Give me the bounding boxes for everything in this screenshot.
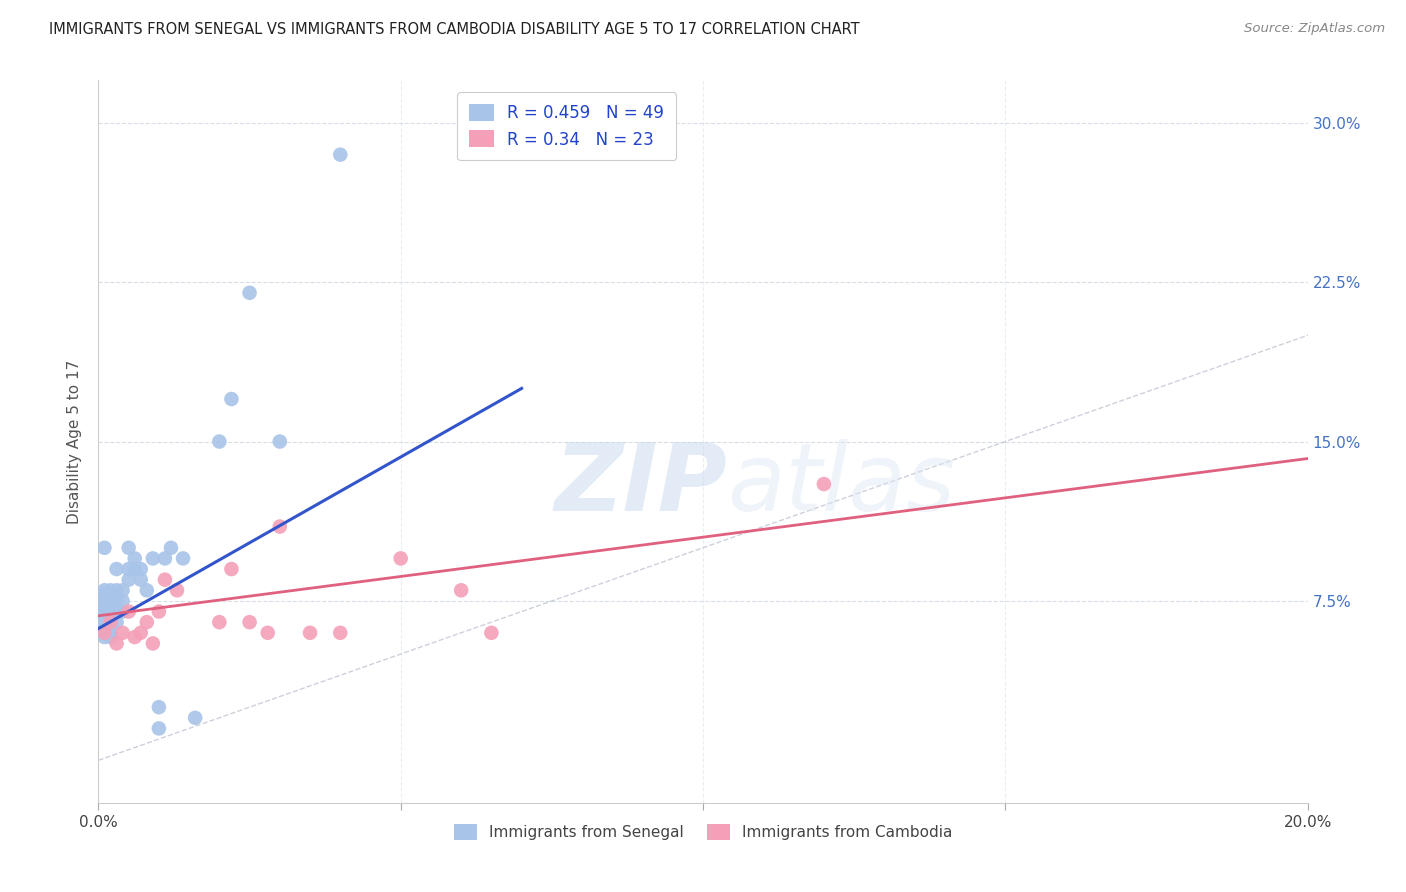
Point	[153, 573, 176, 587]
Point	[135, 615, 157, 630]
Point	[87, 600, 110, 615]
Point	[93, 630, 115, 644]
Point	[142, 636, 165, 650]
Point	[299, 625, 322, 640]
Point	[239, 285, 262, 300]
Point	[93, 625, 115, 640]
Y-axis label: Disability Age 5 to 17: Disability Age 5 to 17	[67, 359, 83, 524]
Text: atlas: atlas	[727, 440, 956, 531]
Point	[813, 477, 835, 491]
Point	[208, 615, 231, 630]
Point	[221, 392, 243, 406]
Point	[111, 594, 134, 608]
Point	[105, 594, 128, 608]
Point	[100, 625, 122, 640]
Point	[105, 636, 128, 650]
Point	[129, 625, 152, 640]
Point	[142, 551, 165, 566]
Point	[100, 615, 122, 630]
Text: IMMIGRANTS FROM SENEGAL VS IMMIGRANTS FROM CAMBODIA DISABILITY AGE 5 TO 17 CORRE: IMMIGRANTS FROM SENEGAL VS IMMIGRANTS FR…	[49, 22, 860, 37]
Point	[239, 615, 262, 630]
Point	[256, 625, 278, 640]
Point	[481, 625, 503, 640]
Point	[93, 598, 115, 612]
Point	[100, 594, 122, 608]
Point	[111, 605, 134, 619]
Point	[148, 722, 170, 736]
Point	[93, 594, 115, 608]
Point	[329, 147, 352, 161]
Point	[118, 605, 141, 619]
Point	[118, 562, 141, 576]
Point	[105, 583, 128, 598]
Point	[118, 573, 141, 587]
Point	[269, 519, 291, 533]
Point	[111, 583, 134, 598]
Point	[87, 608, 110, 623]
Text: ZIP: ZIP	[554, 439, 727, 531]
Point	[124, 551, 146, 566]
Point	[100, 619, 122, 633]
Point	[93, 625, 115, 640]
Point	[93, 541, 115, 555]
Point	[100, 630, 122, 644]
Point	[111, 625, 134, 640]
Legend: Immigrants from Senegal, Immigrants from Cambodia: Immigrants from Senegal, Immigrants from…	[444, 815, 962, 849]
Point	[129, 562, 152, 576]
Point	[389, 551, 412, 566]
Point	[93, 605, 115, 619]
Point	[148, 700, 170, 714]
Point	[208, 434, 231, 449]
Point	[105, 615, 128, 630]
Point	[148, 605, 170, 619]
Point	[93, 611, 115, 625]
Point	[124, 630, 146, 644]
Point	[166, 583, 188, 598]
Point	[129, 573, 152, 587]
Point	[100, 583, 122, 598]
Point	[269, 434, 291, 449]
Point	[160, 541, 183, 555]
Point	[93, 583, 115, 598]
Point	[184, 711, 207, 725]
Point	[100, 605, 122, 619]
Point	[100, 615, 122, 630]
Point	[153, 551, 176, 566]
Point	[221, 562, 243, 576]
Point	[105, 562, 128, 576]
Point	[93, 619, 115, 633]
Point	[172, 551, 194, 566]
Point	[124, 562, 146, 576]
Point	[87, 615, 110, 630]
Point	[93, 622, 115, 636]
Point	[329, 625, 352, 640]
Point	[450, 583, 472, 598]
Point	[135, 583, 157, 598]
Point	[93, 588, 115, 602]
Point	[105, 605, 128, 619]
Text: Source: ZipAtlas.com: Source: ZipAtlas.com	[1244, 22, 1385, 36]
Point	[118, 541, 141, 555]
